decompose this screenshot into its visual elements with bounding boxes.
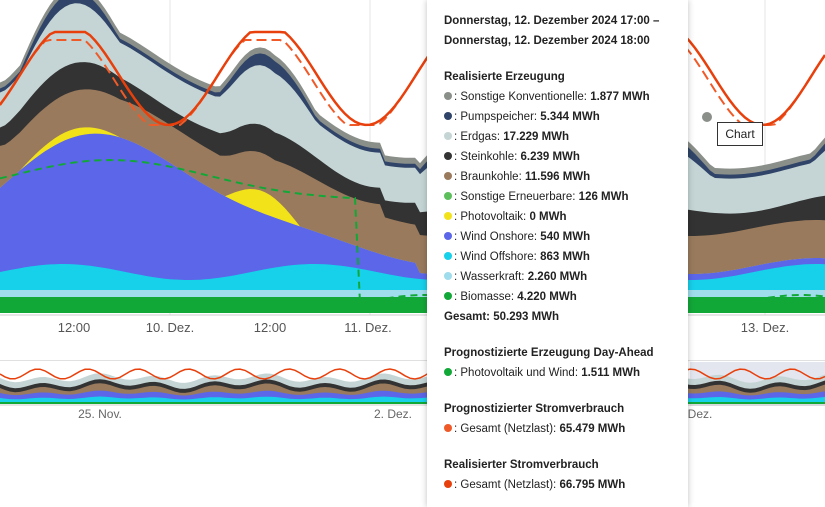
series-label: : Wasserkraft:	[454, 271, 528, 283]
series-value: 4.220 MWh	[517, 291, 577, 303]
series-label: : Braunkohle:	[454, 171, 525, 183]
series-label: : Steinkohle:	[454, 151, 521, 163]
series-label: : Sonstige Konventionelle:	[454, 91, 591, 103]
verbrauch-real-row: : Gesamt (Netzlast): 66.795 MWh	[444, 475, 676, 495]
tooltip-row: : Wasserkraft: 2.260 MWh	[444, 267, 676, 287]
series-label: : Sonstige Erneuerbare:	[454, 191, 579, 203]
x-tick-label: 13. Dez.	[741, 320, 789, 335]
legend-dot	[444, 368, 452, 376]
legend-dot	[444, 172, 452, 180]
legend-dot	[444, 480, 452, 488]
x-tick-label: 11. Dez.	[344, 320, 391, 335]
verbrauch-prognose-label: : Gesamt (Netzlast):	[454, 423, 560, 435]
x-tick-label: 12:00	[254, 320, 287, 335]
section-verbrauch-prognose: Prognostizierter Stromverbrauch	[444, 403, 625, 415]
tooltip-row: : Wind Offshore: 863 MWh	[444, 247, 676, 267]
legend-dot	[444, 212, 452, 220]
prognose-row: : Photovoltaik und Wind: 1.511 MWh	[444, 363, 676, 383]
section-prognose: Prognostizierte Erzeugung Day-Ahead	[444, 347, 654, 359]
tooltip-row: : Braunkohle: 11.596 MWh	[444, 167, 676, 187]
navigator-top-border	[0, 360, 825, 361]
tooltip-row: : Photovoltaik: 0 MWh	[444, 207, 676, 227]
legend-dot	[444, 272, 452, 280]
x-axis: 12:00 10. Dez. 12:00 11. Dez. 13. Dez.	[58, 320, 789, 335]
legend-dot	[444, 92, 452, 100]
series-value: 1.877 MWh	[590, 91, 650, 103]
verbrauch-real-label: : Gesamt (Netzlast):	[454, 479, 560, 491]
verbrauch-prognose-value: 65.479 MWh	[559, 423, 626, 435]
generation-stacked-area-chart[interactable]: 12:00 10. Dez. 12:00 11. Dez. 13. Dez.	[0, 0, 825, 360]
legend-dot	[444, 152, 452, 160]
section-realisierte-erzeugung: Realisierte Erzeugung	[444, 71, 565, 83]
tooltip-header-start: Donnerstag, 12. Dezember 2024 17:00 –	[444, 15, 660, 27]
series-value: 17.229 MWh	[503, 131, 570, 143]
stacked-areas	[0, 0, 825, 314]
series-value: 540 MWh	[540, 231, 591, 243]
tooltip-row: : Wind Onshore: 540 MWh	[444, 227, 676, 247]
tooltip-row: : Erdgas: 17.229 MWh	[444, 127, 676, 147]
series-value: 11.596 MWh	[524, 171, 591, 183]
series-label: : Photovoltaik:	[454, 211, 530, 223]
series-value: 126 MWh	[578, 191, 629, 203]
tooltip: Donnerstag, 12. Dezember 2024 17:00 – Do…	[427, 0, 688, 507]
hover-point-marker[interactable]	[700, 110, 714, 124]
prognose-value: 1.511 MWh	[581, 367, 641, 379]
legend-dot	[444, 112, 452, 120]
tooltip-row: : Sonstige Konventionelle: 1.877 MWh	[444, 87, 676, 107]
verbrauch-real-value: 66.795 MWh	[559, 479, 626, 491]
navigator-label: Dez.	[688, 407, 713, 421]
series-value: 863 MWh	[540, 251, 590, 263]
gesamt-label: Gesamt:	[444, 311, 494, 323]
gesamt-row: Gesamt: 50.293 MWh	[444, 307, 676, 327]
series-label: : Wind Offshore:	[454, 251, 541, 263]
section-verbrauch-real: Realisierter Stromverbrauch	[444, 459, 599, 471]
navigator-label: 25. Nov.	[78, 407, 122, 421]
series-value: 0 MWh	[529, 211, 567, 223]
tooltip-row: : Sonstige Erneuerbare: 126 MWh	[444, 187, 676, 207]
gesamt-value: 50.293 MWh	[493, 311, 560, 323]
tooltip-row: : Steinkohle: 6.239 MWh	[444, 147, 676, 167]
x-tick-label: 10. Dez.	[146, 320, 194, 335]
legend-dot	[444, 292, 452, 300]
legend-dot	[444, 424, 452, 432]
legend-dot	[444, 192, 452, 200]
legend-dot	[444, 252, 452, 260]
tooltip-row: : Biomasse: 4.220 MWh	[444, 287, 676, 307]
verbrauch-prognose-row: : Gesamt (Netzlast): 65.479 MWh	[444, 419, 676, 439]
legend-dot	[444, 132, 452, 140]
legend-dot	[444, 232, 452, 240]
prognose-label: : Photovoltaik und Wind:	[454, 367, 582, 379]
series-label: : Pumpspeicher:	[454, 111, 541, 123]
x-tick-label: 12:00	[58, 320, 91, 335]
tooltip-header-end: Donnerstag, 12. Dezember 2024 18:00	[444, 35, 650, 47]
series-label: : Biomasse:	[454, 291, 518, 303]
navigator-chart[interactable]: 25. Nov. 2. Dez. Dez.	[0, 360, 825, 430]
series-label: : Wind Onshore:	[454, 231, 541, 243]
tooltip-rows: : Sonstige Konventionelle: 1.877 MWh: Pu…	[444, 87, 676, 307]
tooltip-row: : Pumpspeicher: 5.344 MWh	[444, 107, 676, 127]
series-value: 5.344 MWh	[540, 111, 600, 123]
navigator-area-band	[0, 402, 825, 404]
series-value: 2.260 MWh	[527, 271, 588, 283]
series-value: 6.239 MWh	[520, 151, 580, 163]
series-label: : Erdgas:	[454, 131, 504, 143]
chart-button[interactable]: Chart	[717, 122, 763, 146]
navigator-label: 2. Dez.	[374, 407, 412, 421]
